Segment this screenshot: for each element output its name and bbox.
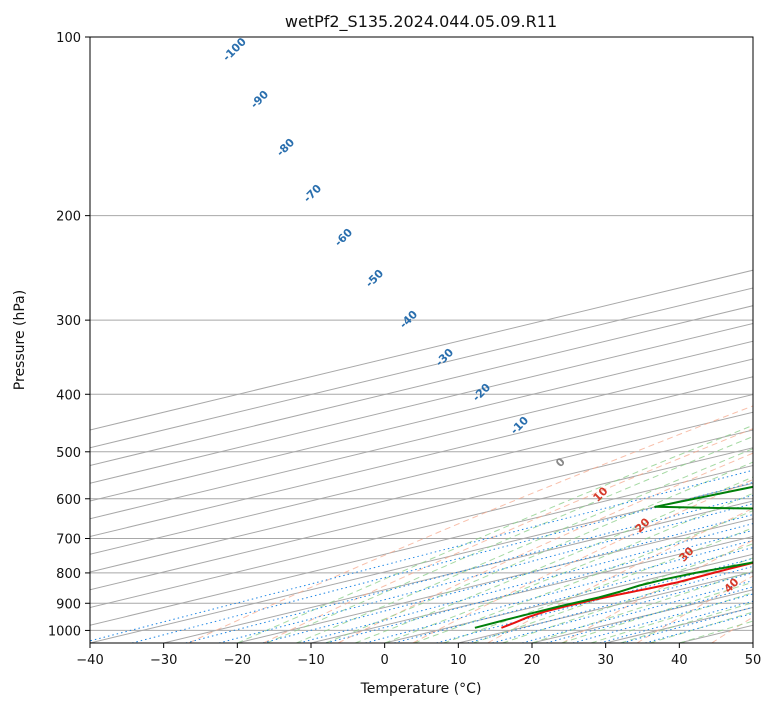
isotherm-line xyxy=(90,429,753,591)
moist-adiabat-line xyxy=(443,527,753,643)
y-tick-label: 1000 xyxy=(48,624,81,639)
x-tick-label: 0 xyxy=(381,653,389,668)
moist-adiabat-line xyxy=(237,424,753,643)
plot-frame xyxy=(89,36,754,644)
x-axis-label: Temperature (°C) xyxy=(360,681,482,697)
y-tick-label: 900 xyxy=(56,597,81,612)
y-tick-label: 400 xyxy=(56,388,81,403)
moist-adiabat-line xyxy=(325,461,753,643)
chart-title: wetPf2_S135.2024.044.05.09.R11 xyxy=(285,12,557,32)
x-tick-label: −10 xyxy=(297,653,324,668)
moist-adiabat-line xyxy=(413,510,753,643)
y-tick-label: 200 xyxy=(56,210,81,225)
x-tick-label: 10 xyxy=(450,653,467,668)
isotherm-line xyxy=(90,447,753,609)
moist-adiabat-line xyxy=(266,435,753,643)
mixing-ratio-line xyxy=(492,572,753,643)
mixing-ratio-line xyxy=(394,547,753,643)
x-tick-label: −40 xyxy=(76,653,103,668)
mixing-ratio-line xyxy=(325,529,753,643)
isotherm-line xyxy=(90,269,753,431)
dry-adiabat-line xyxy=(562,539,753,643)
isotherm-line xyxy=(90,393,753,555)
isotherm-line xyxy=(310,535,753,643)
isotherm-line xyxy=(163,500,753,643)
x-tick-label: −30 xyxy=(150,653,177,668)
isotherm-line xyxy=(90,322,753,484)
y-tick-label: 700 xyxy=(56,533,81,548)
isotherm-line xyxy=(90,305,753,466)
y-tick-label: 800 xyxy=(56,567,81,582)
dry-adiabat-line xyxy=(188,405,753,643)
x-tick-label: 30 xyxy=(597,653,614,668)
isotherm-line xyxy=(90,464,753,626)
mixing-ratio-line xyxy=(467,565,753,643)
x-tick-label: 40 xyxy=(671,653,688,668)
y-tick-label: 500 xyxy=(56,446,81,461)
isotherm-line xyxy=(90,287,753,449)
profile-series xyxy=(474,485,753,629)
moist-adiabat-line xyxy=(590,592,753,643)
dry-adiabat-line xyxy=(337,452,753,643)
x-tick-label: 20 xyxy=(524,653,541,668)
isotherm-line xyxy=(90,411,753,573)
dewpoint-profile-line xyxy=(474,485,753,629)
moist-adiabat-line xyxy=(502,557,753,643)
isotherm-line xyxy=(237,518,753,643)
y-axis-label: Pressure (hPa) xyxy=(12,290,28,390)
dry-adiabat-lines xyxy=(188,405,753,643)
y-axis-ticks: 1000 900 800 700 600 500 400 300 200 100 xyxy=(48,31,90,639)
isotherm-lines xyxy=(90,269,753,643)
moist-adiabat-line xyxy=(296,448,753,643)
mixing-ratio-line xyxy=(521,580,753,643)
isotherm-line xyxy=(90,482,753,643)
x-tick-label: 50 xyxy=(745,653,762,668)
mixing-ratio-line xyxy=(299,523,753,643)
y-tick-label: 300 xyxy=(56,314,81,329)
mixing-ratio-line xyxy=(131,481,753,643)
y-tick-label: 100 xyxy=(56,31,81,46)
dry-adiabat-line xyxy=(412,479,753,643)
y-tick-label: 600 xyxy=(56,493,81,508)
temperature-profile-line xyxy=(501,561,753,629)
moist-adiabat-lines xyxy=(237,424,753,643)
x-axis-ticks: −40 −30 −20 −10 0 10 20 30 40 50 xyxy=(76,643,761,668)
dry-adiabat-line xyxy=(636,575,753,643)
mixing-ratio-line xyxy=(185,495,753,643)
x-tick-label: −20 xyxy=(224,653,251,668)
